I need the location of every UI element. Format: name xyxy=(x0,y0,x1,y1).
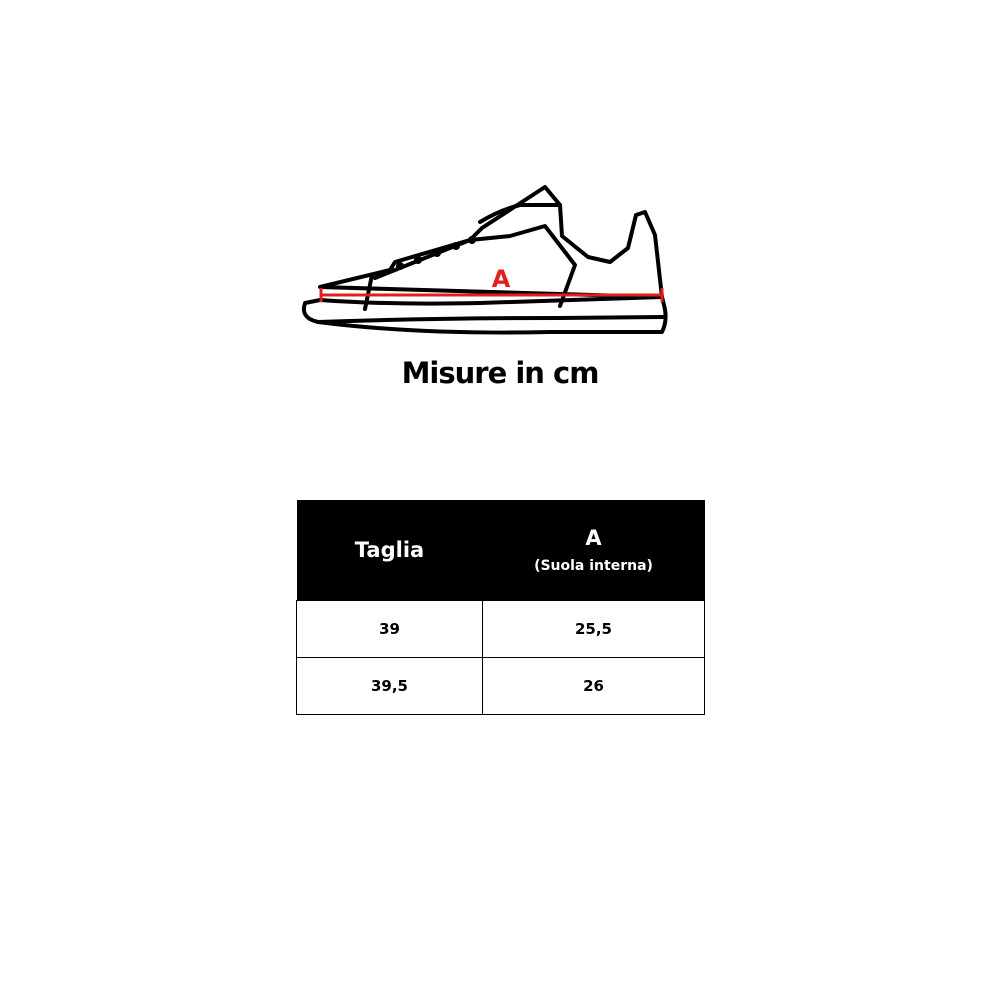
shoe-diagram: A xyxy=(301,185,668,335)
cell-a: 26 xyxy=(482,657,705,715)
shoe-laces xyxy=(396,236,476,270)
cell-a: 25,5 xyxy=(482,600,705,658)
header-a: A (Suola interna) xyxy=(482,500,705,601)
table-row: 39,5 26 xyxy=(296,657,705,715)
table-row: 39 25,5 xyxy=(296,600,705,658)
shoe-outline xyxy=(301,185,668,335)
header-a-label: A xyxy=(585,526,602,550)
caption: Misure in cm xyxy=(401,356,600,390)
table-header: Taglia A (Suola interna) xyxy=(296,500,705,601)
size-table: Taglia A (Suola interna) 39 25,5 39,5 26 xyxy=(296,500,705,715)
header-a-sublabel: (Suola interna) xyxy=(534,558,653,574)
measure-label: A xyxy=(492,265,511,293)
cell-size: 39 xyxy=(296,600,483,658)
header-size: Taglia xyxy=(296,500,483,601)
cell-size: 39,5 xyxy=(296,657,483,715)
